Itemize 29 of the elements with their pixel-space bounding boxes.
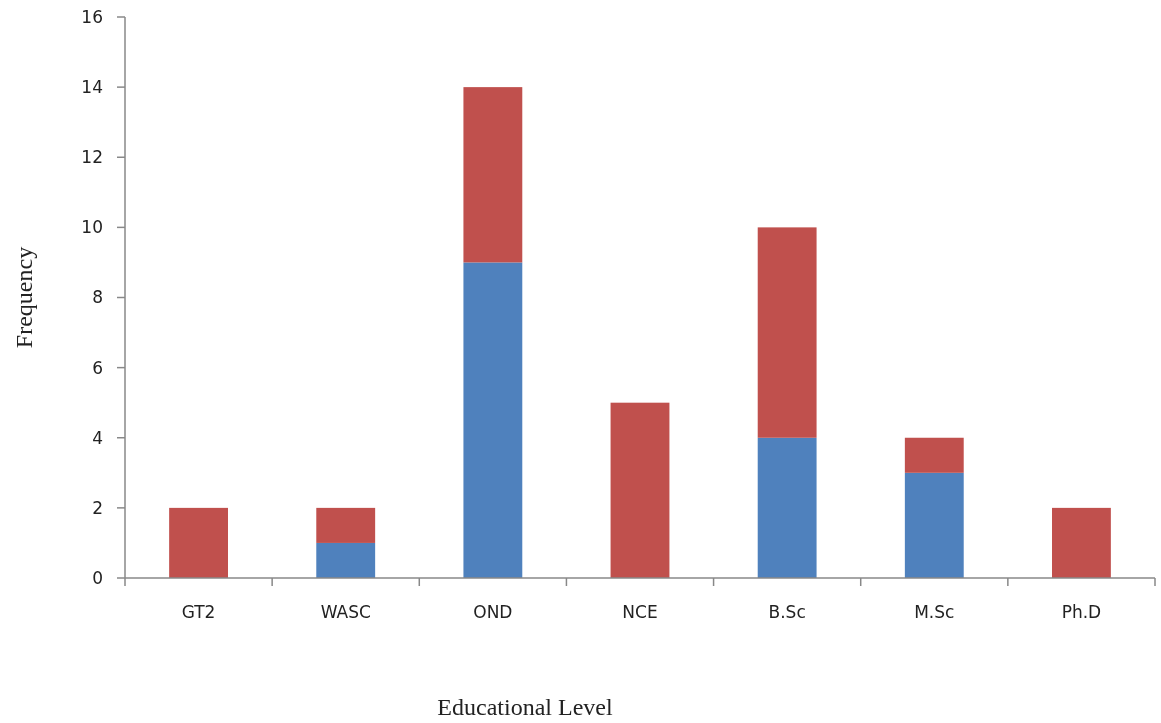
- x-tick-label: OND: [473, 602, 513, 622]
- x-tick-label: Ph.D: [1061, 602, 1102, 622]
- x-axis-title: Educational Level: [437, 694, 613, 720]
- bar: [463, 87, 523, 263]
- y-tick-label: 14: [81, 77, 103, 98]
- bar: [316, 507, 376, 543]
- y-tick-label: 2: [92, 497, 103, 518]
- x-tick-label: NCE: [622, 602, 658, 622]
- bar: [169, 507, 228, 578]
- bar: [904, 472, 964, 578]
- x-tick-label: GT2: [181, 602, 216, 622]
- bar: [757, 437, 817, 578]
- y-tick-label: 8: [92, 287, 103, 308]
- bar: [316, 542, 376, 578]
- x-tick-label: B.Sc: [768, 602, 806, 622]
- bar: [904, 437, 964, 473]
- y-tick-label: 10: [81, 217, 103, 238]
- y-tick-label: 12: [81, 147, 103, 168]
- x-tick-label: M.Sc: [914, 602, 955, 622]
- y-tick-label: 0: [92, 567, 103, 588]
- bar: [610, 402, 670, 578]
- y-axis-title: Frequency: [11, 246, 37, 349]
- bar: [757, 227, 817, 438]
- y-tick-label: 16: [81, 6, 103, 27]
- bar: [1052, 507, 1111, 578]
- y-tick-label: 4: [92, 427, 103, 448]
- x-tick-label: WASC: [320, 602, 371, 622]
- bar: [463, 262, 523, 578]
- y-tick-label: 6: [92, 357, 103, 378]
